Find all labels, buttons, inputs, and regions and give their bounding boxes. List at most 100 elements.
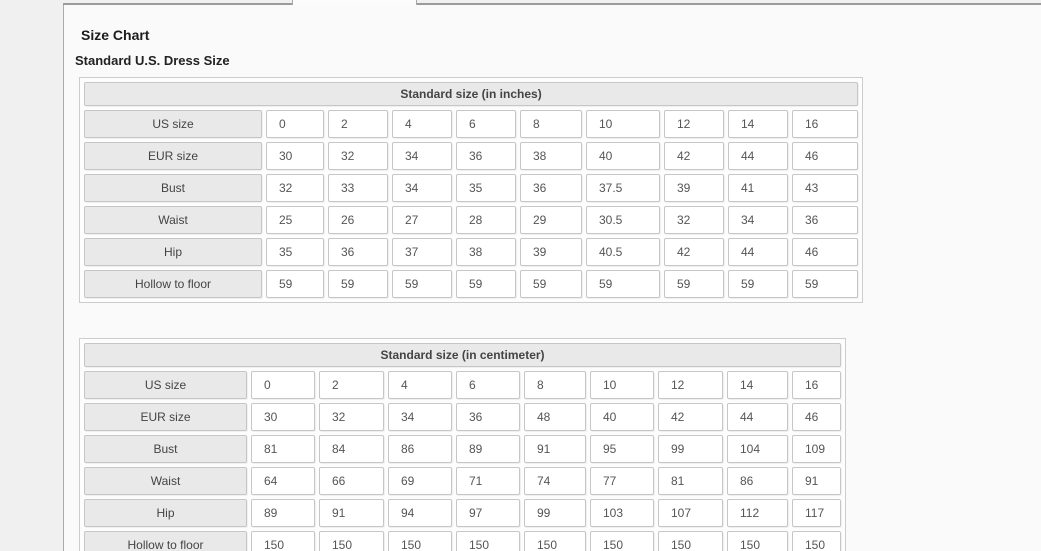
row-label: Waist — [84, 467, 247, 495]
size-cell: 81 — [251, 435, 315, 463]
size-cell: 38 — [456, 238, 516, 266]
size-cell: 42 — [658, 403, 723, 431]
size-cell: 6 — [456, 371, 520, 399]
table-row: Hollow to floor 59 59 59 59 59 59 59 59 59 — [84, 270, 859, 298]
size-cell: 104 — [727, 435, 788, 463]
row-label: US size — [84, 110, 262, 138]
active-tab-remnant[interactable] — [292, 0, 417, 5]
size-cell: 109 — [792, 435, 842, 463]
size-cell: 59 — [664, 270, 724, 298]
row-label: Hip — [84, 238, 262, 266]
size-cell: 40 — [590, 403, 654, 431]
size-cell: 42 — [664, 238, 724, 266]
table-row: Bust 81 84 86 89 91 95 99 104 109 — [84, 435, 842, 463]
size-cell: 117 — [792, 499, 842, 527]
row-label: EUR size — [84, 403, 247, 431]
size-table-inches-container: Standard size (in inches) US size 0 2 4 6 8 10 1… — [79, 77, 864, 303]
size-cell: 150 — [590, 531, 654, 551]
size-cell: 36 — [456, 142, 516, 170]
size-cell: 59 — [328, 270, 388, 298]
size-cell: 107 — [658, 499, 723, 527]
size-cell: 150 — [792, 531, 842, 551]
table-row: US size 0 2 4 6 8 10 12 14 16 — [84, 110, 859, 138]
size-cell: 150 — [658, 531, 723, 551]
size-cell: 39 — [664, 174, 724, 202]
size-cell: 150 — [727, 531, 788, 551]
size-cell: 59 — [792, 270, 859, 298]
size-cell: 150 — [251, 531, 315, 551]
size-cell: 40.5 — [586, 238, 660, 266]
size-cell: 8 — [524, 371, 586, 399]
size-cell: 36 — [328, 238, 388, 266]
size-cell: 14 — [728, 110, 788, 138]
size-cell: 38 — [520, 142, 582, 170]
size-cell: 16 — [792, 371, 842, 399]
size-cell: 86 — [388, 435, 452, 463]
table-caption: Standard size (in inches) — [84, 82, 859, 106]
size-cell: 77 — [590, 467, 654, 495]
size-cell: 64 — [251, 467, 315, 495]
size-cell: 10 — [590, 371, 654, 399]
size-cell: 32 — [328, 142, 388, 170]
size-cell: 44 — [727, 403, 788, 431]
size-cell: 39 — [520, 238, 582, 266]
size-cell: 91 — [524, 435, 586, 463]
size-cell: 34 — [728, 206, 788, 234]
row-label: Bust — [84, 174, 262, 202]
size-cell: 99 — [524, 499, 586, 527]
size-cell: 40 — [586, 142, 660, 170]
size-cell: 35 — [456, 174, 516, 202]
size-cell: 16 — [792, 110, 859, 138]
table-row: Waist 25 26 27 28 29 30.5 32 34 36 — [84, 206, 859, 234]
table-caption-row: Standard size (in inches) — [84, 82, 859, 106]
size-cell: 35 — [266, 238, 324, 266]
size-cell: 97 — [456, 499, 520, 527]
size-cell: 112 — [727, 499, 788, 527]
row-label: Hollow to floor — [84, 531, 247, 551]
size-cell: 32 — [319, 403, 384, 431]
size-cell: 91 — [792, 467, 842, 495]
content-panel: Size Chart Standard U.S. Dress Size Stan… — [63, 5, 1041, 551]
size-cell: 74 — [524, 467, 586, 495]
size-cell: 12 — [658, 371, 723, 399]
size-cell: 103 — [590, 499, 654, 527]
size-cell: 43 — [792, 174, 859, 202]
section-title: Standard U.S. Dress Size — [75, 53, 230, 68]
page-title: Size Chart — [81, 27, 150, 43]
size-cell: 36 — [520, 174, 582, 202]
size-cell: 0 — [251, 371, 315, 399]
size-cell: 150 — [388, 531, 452, 551]
size-cell: 29 — [520, 206, 582, 234]
size-cell: 2 — [328, 110, 388, 138]
table-row: Bust 32 33 34 35 36 37.5 39 41 43 — [84, 174, 859, 202]
size-cell: 95 — [590, 435, 654, 463]
table-caption: Standard size (in centimeter) — [84, 343, 842, 367]
size-cell: 150 — [524, 531, 586, 551]
row-label: Waist — [84, 206, 262, 234]
size-cell: 59 — [728, 270, 788, 298]
size-cell: 99 — [658, 435, 723, 463]
size-cell: 150 — [319, 531, 384, 551]
table-caption-row: Standard size (in centimeter) — [84, 343, 842, 367]
row-label: Hollow to floor — [84, 270, 262, 298]
size-cell: 6 — [456, 110, 516, 138]
size-cell: 48 — [524, 403, 586, 431]
size-cell: 26 — [328, 206, 388, 234]
size-cell: 4 — [388, 371, 452, 399]
table-row: Hip 89 91 94 97 99 103 107 112 117 — [84, 499, 842, 527]
size-cell: 41 — [728, 174, 788, 202]
size-cell: 89 — [456, 435, 520, 463]
table-row: EUR size 30 32 34 36 48 40 42 44 46 — [84, 403, 842, 431]
size-cell: 32 — [266, 174, 324, 202]
row-label: Hip — [84, 499, 247, 527]
size-cell: 30 — [266, 142, 324, 170]
size-table-cm-container: Standard size (in centimeter) US size 0 2 4 6… — [79, 338, 847, 551]
table-row: EUR size 30 32 34 36 38 40 42 44 46 — [84, 142, 859, 170]
size-cell: 37 — [392, 238, 452, 266]
size-table-inches: Standard size (in inches) US size 0 2 4 6 8 10 1… — [80, 78, 862, 302]
size-cell: 30.5 — [586, 206, 660, 234]
tab-bar-divider — [63, 3, 1041, 5]
size-cell: 84 — [319, 435, 384, 463]
size-cell: 69 — [388, 467, 452, 495]
